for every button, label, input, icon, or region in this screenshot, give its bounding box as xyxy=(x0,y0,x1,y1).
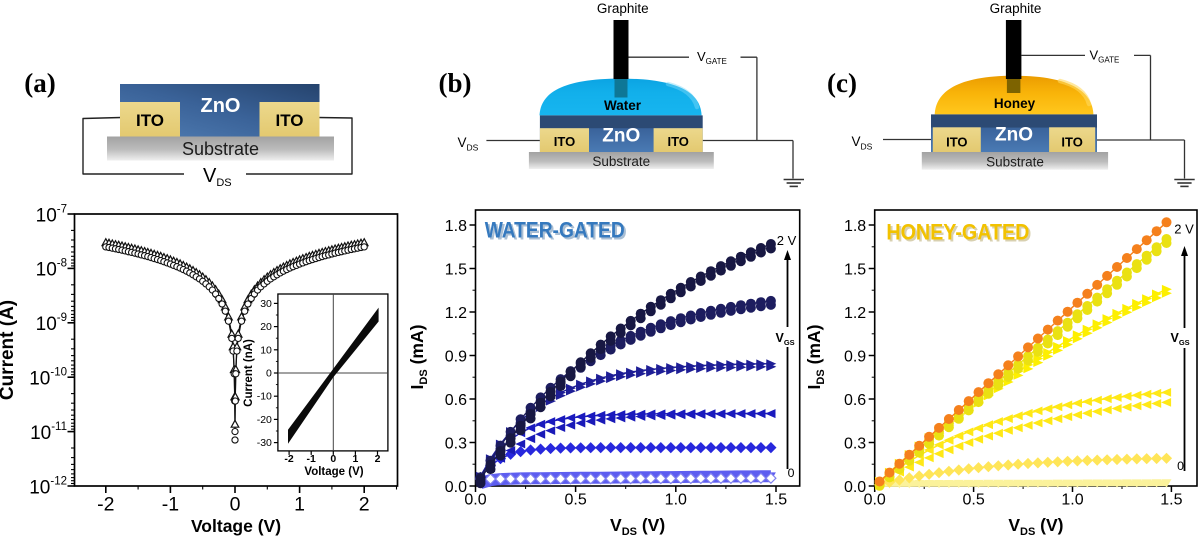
svg-text:0: 0 xyxy=(788,466,795,480)
svg-text:ITO: ITO xyxy=(554,134,575,149)
svg-text:-1: -1 xyxy=(307,453,316,465)
svg-text:HONEY-GATED: HONEY-GATED xyxy=(886,220,1029,245)
svg-text:Graphite: Graphite xyxy=(990,1,1042,16)
svg-text:ITO: ITO xyxy=(667,134,688,149)
svg-text:Current (nA): Current (nA) xyxy=(243,339,255,407)
svg-text:1.5: 1.5 xyxy=(844,261,866,278)
svg-text:WATER-GATED: WATER-GATED xyxy=(487,220,627,245)
svg-text:ZnO: ZnO xyxy=(995,125,1033,146)
svg-text:VDS (V): VDS (V) xyxy=(610,515,665,538)
svg-text:ZnO: ZnO xyxy=(602,126,640,147)
svg-text:-10: -10 xyxy=(257,391,272,403)
svg-text:Water: Water xyxy=(604,98,642,113)
svg-text:Voltage (V): Voltage (V) xyxy=(191,516,281,536)
svg-text:1: 1 xyxy=(352,453,358,465)
svg-text:0.3: 0.3 xyxy=(445,435,467,452)
svg-text:Substrate: Substrate xyxy=(986,155,1044,170)
svg-text:IDS (mA): IDS (mA) xyxy=(407,325,430,390)
svg-text:ITO: ITO xyxy=(1061,135,1082,150)
svg-text:0.0: 0.0 xyxy=(464,492,486,509)
svg-text:1.8: 1.8 xyxy=(844,218,866,235)
svg-text:Graphite: Graphite xyxy=(597,1,649,16)
svg-text:0.5: 0.5 xyxy=(564,492,586,509)
svg-text:ITO: ITO xyxy=(136,111,164,130)
svg-text:1: 1 xyxy=(294,494,305,516)
svg-text:VDS (V): VDS (V) xyxy=(1008,515,1063,538)
svg-text:-2: -2 xyxy=(284,453,293,465)
svg-text:ZnO: ZnO xyxy=(201,95,241,117)
svg-text:HONEY-GATED: HONEY-GATED xyxy=(888,222,1031,247)
svg-text:0: 0 xyxy=(1177,459,1184,473)
svg-text:(b): (b) xyxy=(439,68,472,98)
svg-text:ITO: ITO xyxy=(275,111,303,130)
svg-text:2 V: 2 V xyxy=(1174,222,1194,237)
svg-text:0.6: 0.6 xyxy=(844,392,866,409)
svg-text:0: 0 xyxy=(266,368,272,380)
svg-text:0.0: 0.0 xyxy=(864,492,886,509)
svg-text:0.5: 0.5 xyxy=(962,492,984,509)
svg-text:1.5: 1.5 xyxy=(445,261,467,278)
svg-text:2: 2 xyxy=(375,453,381,465)
svg-text:20: 20 xyxy=(260,321,272,333)
svg-text:-1: -1 xyxy=(162,494,179,516)
svg-text:WATER-GATED: WATER-GATED xyxy=(485,218,625,243)
svg-text:1.2: 1.2 xyxy=(844,305,866,322)
svg-text:-20: -20 xyxy=(257,414,272,426)
svg-text:0.9: 0.9 xyxy=(844,348,866,365)
svg-text:0: 0 xyxy=(330,453,336,465)
svg-text:0.0: 0.0 xyxy=(844,479,866,496)
svg-text:1.5: 1.5 xyxy=(765,492,787,509)
svg-text:Voltage (V): Voltage (V) xyxy=(304,466,363,478)
svg-text:10: 10 xyxy=(260,344,272,356)
svg-text:30: 30 xyxy=(260,298,272,310)
svg-text:1.0: 1.0 xyxy=(665,492,687,509)
svg-text:1.8: 1.8 xyxy=(445,218,467,235)
svg-text:2: 2 xyxy=(359,494,370,516)
svg-text:-30: -30 xyxy=(257,437,272,449)
svg-text:Honey: Honey xyxy=(994,96,1036,111)
svg-text:0.6: 0.6 xyxy=(445,392,467,409)
svg-text:0.0: 0.0 xyxy=(445,479,467,496)
svg-text:ITO: ITO xyxy=(946,135,967,150)
svg-text:1.0: 1.0 xyxy=(1061,492,1083,509)
svg-text:Substrate: Substrate xyxy=(592,154,650,169)
svg-text:-2: -2 xyxy=(97,494,114,516)
svg-text:1.2: 1.2 xyxy=(445,305,467,322)
svg-text:0.3: 0.3 xyxy=(844,435,866,452)
svg-text:0.9: 0.9 xyxy=(445,348,467,365)
svg-text:0: 0 xyxy=(230,494,241,516)
svg-text:(c): (c) xyxy=(827,68,857,98)
svg-text:Current (A): Current (A) xyxy=(0,300,18,400)
svg-text:2 V: 2 V xyxy=(777,233,797,248)
svg-text:(a): (a) xyxy=(24,68,55,98)
svg-text:Substrate: Substrate xyxy=(182,139,259,159)
svg-text:1.5: 1.5 xyxy=(1160,492,1182,509)
